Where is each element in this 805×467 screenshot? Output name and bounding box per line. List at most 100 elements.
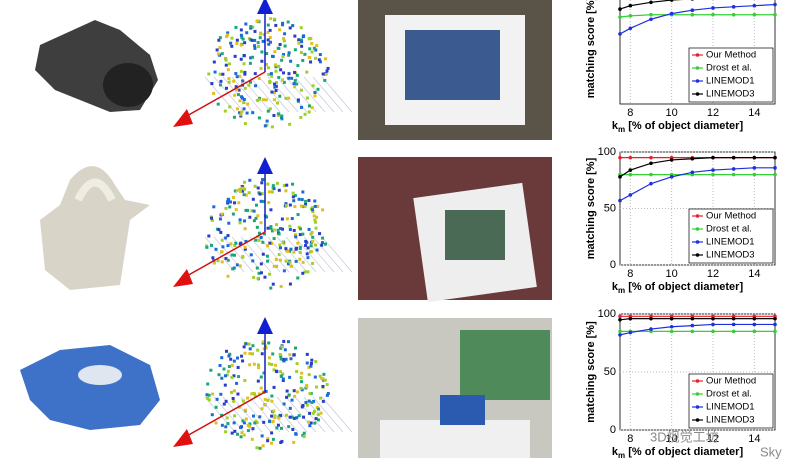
sphere-point [312,409,316,413]
x-axis-label-part: [% of object diameter] [625,281,743,293]
sphere-point [235,381,239,385]
point [752,166,757,170]
sphere-point [307,373,311,377]
sphere-point [273,414,277,418]
sphere-point [243,227,247,231]
sphere-point [205,393,209,397]
sphere-point [316,204,320,208]
sphere-point [265,62,269,66]
legend-marker [695,240,700,244]
sphere-point [298,245,302,249]
sphere-point [276,64,280,68]
sphere-point [243,187,247,191]
sphere-grid [303,236,335,273]
sphere-point [279,227,283,231]
legend-marker [695,253,700,257]
sphere-point [230,253,234,257]
sphere-point [258,415,262,419]
sphere-point [224,256,228,260]
x-tick-label: 8 [627,107,633,119]
sphere-point [285,395,289,399]
sphere-point [270,399,274,403]
sphere-point [293,48,297,52]
sphere-point [280,23,284,27]
sphere-point [255,225,259,229]
sphere-point [292,353,296,357]
sphere-point [225,416,229,420]
sphere-point [254,84,258,88]
sphere-point [293,194,297,198]
sphere-point [220,238,224,242]
sphere-point [239,57,243,61]
sphere-point [260,434,264,438]
sphere-point [231,396,235,400]
legend-label: Drost et al. [706,389,752,400]
scene-objects [440,395,485,425]
sphere-point [313,375,317,379]
sphere-point [298,250,302,254]
sphere-point [291,24,295,28]
sphere-point [231,267,235,271]
sphere-grid [249,396,281,433]
sphere-point [284,204,288,208]
sphere-point [275,426,279,430]
sphere-point [279,354,283,358]
sphere-point [308,424,312,428]
point [628,330,633,335]
y-axis-label: matching score [%] [585,321,597,423]
sphere-point [238,74,242,78]
sphere-point [314,360,318,364]
sphere-point [288,353,292,357]
sphere-point [325,393,329,397]
sphere-point [291,195,295,199]
sphere-grid [204,236,236,273]
sphere-point [309,60,313,64]
sphere-point [239,113,243,117]
sphere-point [311,84,315,88]
sphere-point [285,183,289,187]
sphere-point [247,83,251,87]
sphere-point [296,241,300,245]
sphere-point [270,229,274,233]
sphere-point [253,29,257,33]
sphere-point [276,228,280,232]
sphere-point [232,374,236,378]
point [711,168,715,172]
sphere-point [254,419,258,423]
marker-board [380,420,530,458]
sphere-point [309,361,313,365]
x-axis-label: km [% of object diameter] [612,120,744,134]
axis-arrow [184,391,266,438]
sphere-point [302,415,306,419]
point [752,12,757,17]
sphere-point [298,233,302,237]
sphere-point [266,259,270,263]
sphere-point [251,259,255,263]
point [752,329,757,334]
sphere-point [317,58,321,62]
sphere-point [260,59,264,63]
sphere-point [263,124,267,128]
sphere-point [283,32,287,36]
sphere-point [233,253,237,257]
sphere-point [253,72,257,76]
sphere-point [272,187,276,191]
sphere-point [214,405,218,409]
sphere-point [267,201,271,205]
sphere-point [315,215,319,219]
sphere-point [242,345,246,349]
sphere-point [314,48,318,52]
sphere-point [305,384,309,388]
axis-arrowhead [173,429,193,447]
sphere-point [288,122,292,126]
sphere-point [322,372,326,376]
sphere-point [293,34,297,38]
sphere-point [284,96,288,100]
sphere-point [238,187,242,191]
y-tick-label: 100 [598,146,616,158]
legend-label: LINEMOD3 [706,250,755,261]
legend-label: LINEMOD1 [706,76,755,87]
sphere-point [251,197,255,201]
sphere-point [238,221,242,225]
sphere-point [293,205,297,209]
